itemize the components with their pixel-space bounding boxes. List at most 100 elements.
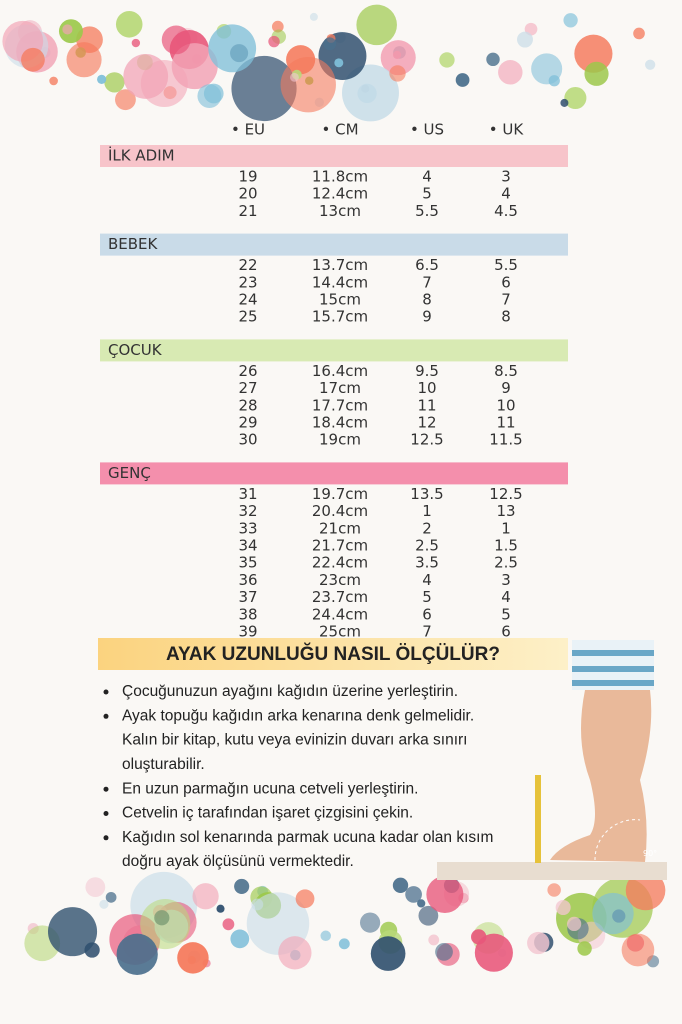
cell: 12.5 [489, 485, 522, 503]
dot [192, 883, 219, 910]
dot [435, 942, 453, 961]
cell: 7 [422, 623, 432, 641]
dot [115, 11, 143, 38]
dot [216, 904, 225, 913]
dot [131, 38, 141, 48]
dot [171, 43, 218, 90]
cell: 8.5 [494, 362, 518, 380]
dot [564, 86, 587, 110]
cell: 12.5 [410, 431, 443, 449]
dot [140, 899, 191, 950]
cell: 25 [238, 308, 257, 326]
cell: 9 [501, 379, 511, 397]
cell: 19 [238, 168, 257, 186]
cell: 35 [238, 554, 257, 572]
dot [592, 892, 634, 935]
cell: 7 [501, 291, 511, 309]
instruction-text: doğru ayak ölçüsünü vermektedir. [122, 853, 354, 870]
section-bar [100, 339, 568, 362]
cell: 5.5 [494, 256, 518, 274]
cell: 38 [238, 605, 257, 623]
section-bar [100, 233, 568, 256]
column-header: • EU [231, 121, 265, 139]
dot [621, 933, 655, 967]
dot [97, 74, 107, 84]
cell: 36 [238, 571, 257, 589]
dot [577, 941, 592, 956]
photo-label: 90° [643, 849, 657, 858]
section-name: ÇOCUK [108, 341, 163, 359]
dot [418, 905, 439, 926]
dot [517, 31, 533, 48]
cell: 10 [496, 396, 515, 414]
cell: 1 [422, 502, 432, 520]
dot [555, 899, 571, 916]
cell: 3 [501, 168, 511, 186]
cell: 13.7cm [312, 256, 368, 274]
cell: 22 [238, 256, 257, 274]
dot [271, 20, 284, 33]
dot [66, 42, 102, 78]
dot [426, 875, 464, 913]
dot [563, 13, 578, 28]
dot [338, 938, 350, 950]
dot [389, 65, 406, 82]
cell: 27 [238, 379, 257, 397]
cell: 10 [417, 379, 436, 397]
cell: 6 [501, 273, 511, 291]
dot [105, 891, 117, 903]
cell: 28 [238, 396, 257, 414]
dot [116, 933, 158, 975]
dot [527, 931, 550, 955]
instruction-text: oluşturabilir. [122, 756, 205, 773]
bullet [103, 713, 109, 719]
dot [323, 37, 337, 51]
cell: 13cm [319, 202, 361, 220]
cell: 7 [422, 273, 432, 291]
instruction-text: En uzun parmağın ucuna cetveli yerleştir… [122, 780, 418, 797]
cell: 20 [238, 185, 257, 203]
bullet [103, 689, 109, 695]
cell: 17.7cm [312, 396, 368, 414]
cell: 37 [238, 588, 257, 606]
cell: 3.5 [415, 554, 439, 572]
dot [222, 918, 235, 931]
dot [99, 899, 109, 909]
instructions-list: Çocuğunuzun ayağını kağıdın üzerine yerl… [103, 683, 493, 870]
dot [359, 912, 381, 933]
cell: 21 [238, 202, 257, 220]
cell: 4 [501, 588, 511, 606]
dot [645, 59, 656, 70]
dot [85, 877, 106, 897]
dot [341, 64, 399, 122]
dot [161, 25, 191, 55]
section-bar [100, 145, 568, 167]
cell: 33 [238, 519, 257, 537]
cell: 24 [238, 291, 257, 309]
dot [123, 54, 169, 99]
dot [560, 98, 569, 107]
cell: 6 [422, 605, 432, 623]
dot [231, 55, 297, 122]
instructions-banner [98, 638, 568, 670]
cell: 2 [422, 519, 432, 537]
column-header: • CM [321, 121, 358, 139]
cell: 6.5 [415, 256, 439, 274]
dot [633, 27, 645, 40]
instruction-text: Cetvelin iç tarafından işaret çizgisini … [122, 805, 413, 822]
cell: 2.5 [494, 554, 518, 572]
dot [370, 936, 406, 971]
instruction-text: Ayak topuğu kağıdın arka kenarına denk g… [122, 707, 474, 724]
cell: 9.5 [415, 362, 439, 380]
bullet [103, 786, 109, 792]
cell: 12 [417, 414, 436, 432]
dot [21, 47, 45, 72]
dot [251, 898, 264, 911]
cell: 19.7cm [312, 485, 368, 503]
section-name: BEBEK [108, 235, 159, 253]
cell: 18.4cm [312, 414, 368, 432]
dot [334, 58, 344, 68]
section-bar [100, 462, 568, 485]
dot [428, 934, 440, 946]
dot [405, 886, 422, 903]
